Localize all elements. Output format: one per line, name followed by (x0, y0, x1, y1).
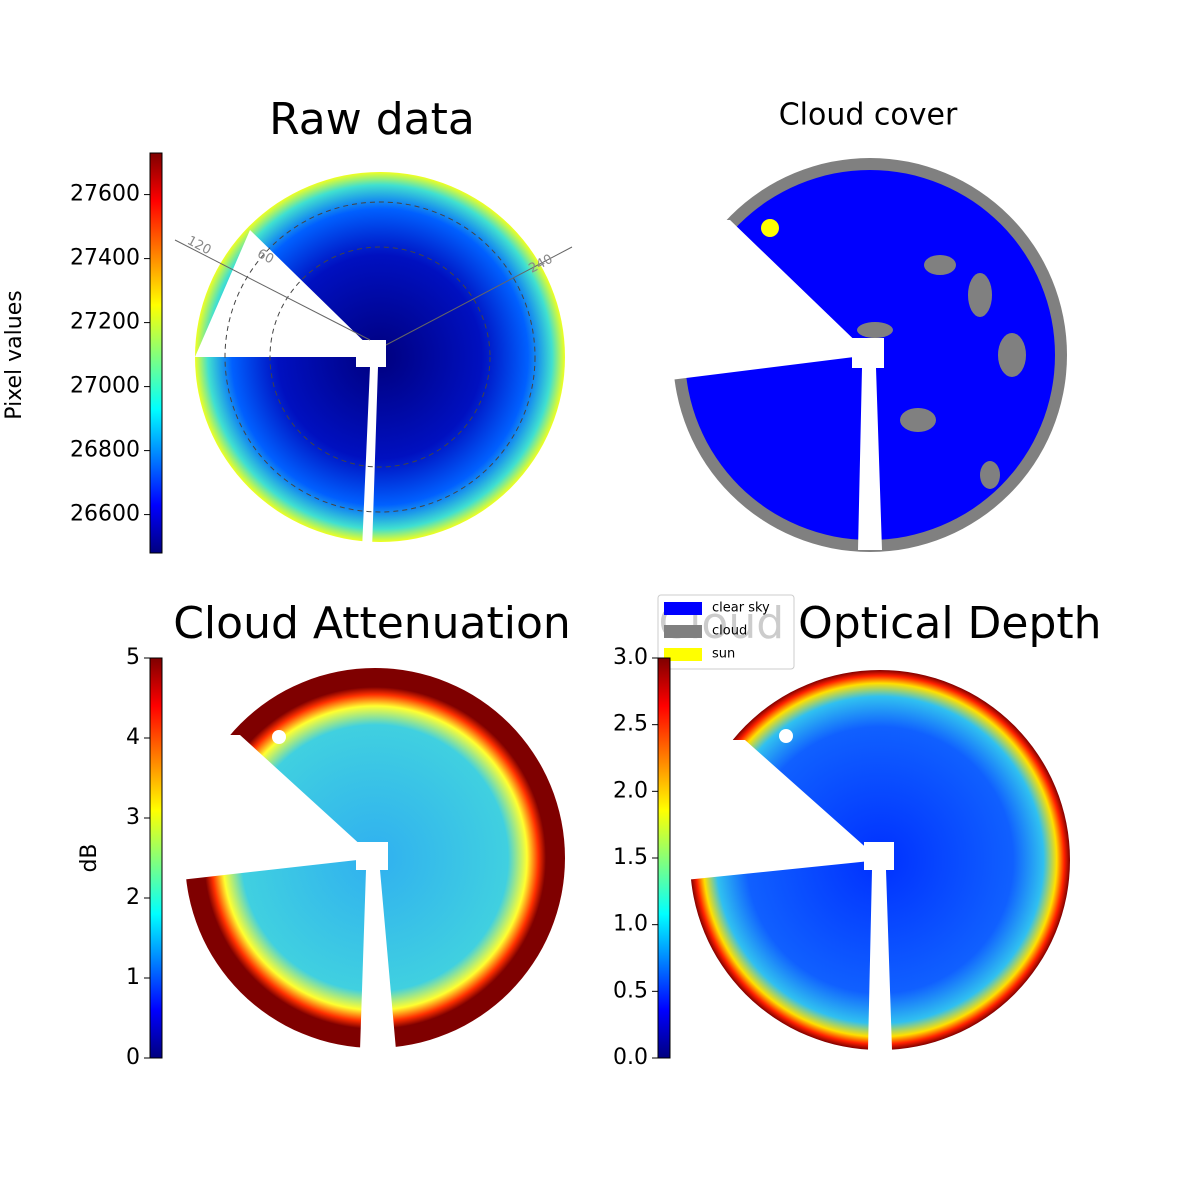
colorbar-tick-label: 26800 (70, 438, 140, 463)
panel-title: Raw data (269, 94, 475, 145)
legend-label: sun (712, 647, 735, 662)
sun-marker (761, 219, 779, 237)
colorbar-tick-label: 0.0 (613, 1045, 648, 1070)
colorbar-tick-label: 27200 (70, 310, 140, 335)
colorbar-tick-label: 3.0 (613, 645, 648, 670)
cloud-patch (924, 255, 956, 275)
colorbar-tick-label: 2 (126, 885, 140, 910)
colorbar-tick-label: 4 (126, 725, 140, 750)
legend-swatch (664, 602, 702, 615)
legend-swatch (664, 625, 702, 638)
cloud-patch (968, 273, 992, 317)
colorbar-tick-label: 27000 (70, 374, 140, 399)
legend-label: clear sky (712, 601, 770, 616)
colorbar-tick-label: 2.0 (613, 778, 648, 803)
attenuation-image (180, 668, 565, 1050)
colorbar-tick-label: 5 (126, 645, 140, 670)
cloud-patch (998, 333, 1026, 377)
colorbar-tick-label: 0.5 (613, 978, 648, 1003)
polar-label: 120 (184, 233, 213, 258)
colorbar-tick-label: 27400 (70, 246, 140, 271)
panel-title: Cloud Attenuation (173, 598, 571, 649)
colorbar-tick-label: 2.5 (613, 712, 648, 737)
colorbar-tick-label: 1 (126, 965, 140, 990)
colorbar (657, 657, 671, 1059)
mast (852, 338, 884, 550)
cloud-cover-image (670, 158, 1067, 552)
cloud-patch (980, 461, 1000, 489)
colorbar-tick-label: 1.5 (613, 845, 648, 870)
colorbar-tick-label: 27600 (70, 182, 140, 207)
colorbar-tick-label: 26600 (70, 502, 140, 527)
colorbar-label: Pixel values (2, 290, 27, 419)
colorbar (149, 152, 163, 554)
legend-label: cloud (712, 624, 747, 639)
cloud-patch (857, 322, 893, 338)
colorbar (149, 657, 163, 1059)
colorbar-tick-label: 1.0 (613, 912, 648, 937)
polar-label: 60 (254, 246, 276, 267)
optical-depth-image (685, 670, 1070, 1050)
legend-swatch (664, 648, 702, 661)
colorbar-tick-label: 0 (126, 1045, 140, 1070)
colorbar-tick-label: 3 (126, 805, 140, 830)
cutout (670, 220, 870, 380)
raw-image: 120 60 240 (174, 172, 573, 550)
panel-title: Cloud cover (779, 98, 958, 133)
cloud-patch (900, 408, 936, 432)
colorbar-label: dB (77, 843, 102, 872)
